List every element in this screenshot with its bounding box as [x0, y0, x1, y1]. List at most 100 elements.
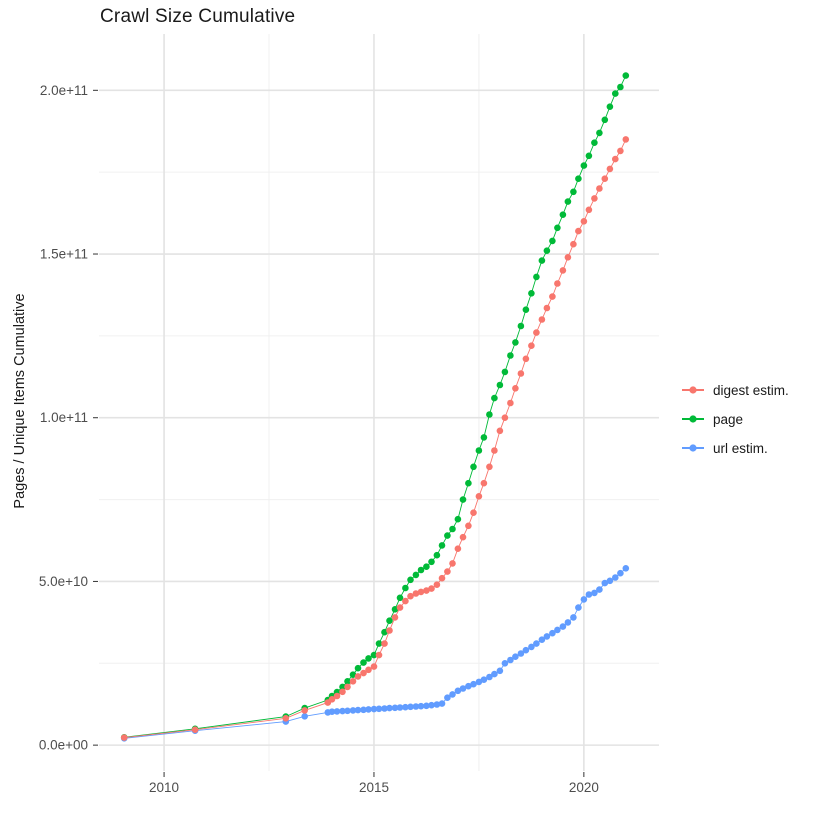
data-point [465, 682, 472, 690]
data-point [575, 604, 582, 611]
data-point [601, 175, 609, 182]
data-point [554, 224, 561, 232]
data-point [301, 707, 309, 714]
series-line [124, 75, 627, 738]
data-point [417, 702, 425, 710]
data-point [470, 680, 477, 688]
data-point [580, 218, 588, 225]
data-point [328, 708, 336, 715]
data-point [370, 651, 378, 659]
data-point [575, 175, 582, 182]
data-point [475, 493, 483, 500]
data-point [386, 617, 393, 624]
data-point [459, 533, 467, 541]
data-point [407, 703, 414, 711]
data-point [391, 704, 399, 712]
data-point [339, 683, 346, 691]
series-line [124, 139, 627, 739]
data-point [559, 623, 567, 630]
data-point [365, 655, 372, 662]
data-point [585, 152, 593, 160]
data-point [375, 640, 383, 647]
data-point [496, 427, 504, 435]
data-point [475, 447, 483, 454]
data-point [282, 715, 290, 722]
data-point [344, 683, 351, 691]
data-point [522, 355, 530, 363]
data-point [349, 678, 357, 685]
data-point [449, 525, 456, 533]
data-point [396, 604, 404, 611]
data-point [501, 414, 509, 422]
data-point [564, 198, 572, 205]
data-point [591, 139, 598, 146]
data-point [533, 273, 540, 281]
data-point [349, 707, 357, 714]
data-point [386, 704, 393, 712]
data-point [428, 701, 435, 709]
data-point [612, 574, 619, 581]
data-point [396, 594, 404, 602]
data-point [528, 290, 535, 297]
data-point [433, 701, 441, 708]
data-point [606, 165, 614, 173]
data-point [370, 705, 378, 713]
data-point [575, 227, 582, 235]
data-point [622, 72, 630, 79]
gridlines-minor [99, 34, 659, 771]
data-point [517, 370, 525, 377]
data-point [543, 633, 551, 640]
data-point [622, 136, 630, 143]
data-point [381, 640, 388, 647]
chart-title: Crawl Size Cumulative [100, 6, 296, 27]
data-point [543, 247, 551, 254]
data-point [454, 545, 462, 552]
data-point [491, 447, 498, 454]
data-point [365, 706, 372, 713]
data-point [606, 103, 614, 110]
data-point [528, 342, 535, 350]
data-point [507, 352, 514, 359]
data-point [354, 664, 362, 672]
y-tick-label: 2.0e+11 [40, 83, 88, 98]
data-point [433, 581, 441, 588]
data-point [585, 591, 593, 598]
data-point [617, 569, 624, 577]
data-point [470, 509, 477, 516]
data-point [486, 463, 493, 471]
y-tick-label: 5.0e+10 [39, 574, 88, 589]
data-point [354, 706, 362, 714]
data-point [328, 696, 336, 703]
legend-label: digest estim. [713, 382, 789, 398]
data-point [480, 434, 488, 441]
data-point [512, 385, 519, 392]
data-point [554, 626, 561, 634]
data-point [486, 673, 493, 681]
data-point [512, 653, 519, 660]
data-point [375, 651, 383, 659]
data-point [549, 293, 556, 300]
data-point [344, 678, 351, 685]
data-point [407, 576, 414, 584]
y-tick-label: 1.5e+11 [40, 247, 88, 262]
data-point [580, 162, 588, 169]
data-point [570, 240, 577, 248]
data-point [333, 708, 341, 715]
data-point [360, 659, 367, 666]
data-point [501, 660, 509, 667]
data-point [344, 707, 351, 715]
data-point [444, 532, 451, 539]
data-point [538, 636, 546, 643]
data-point [533, 329, 540, 336]
data-point [417, 588, 425, 596]
data-point [585, 206, 593, 214]
data-point [507, 656, 514, 664]
data-point [538, 316, 546, 323]
data-point [454, 687, 462, 695]
data-point [391, 614, 399, 621]
data-point [386, 627, 393, 634]
data-point [402, 584, 409, 592]
legend-key-icon-digest [682, 386, 704, 394]
data-point [517, 650, 525, 657]
